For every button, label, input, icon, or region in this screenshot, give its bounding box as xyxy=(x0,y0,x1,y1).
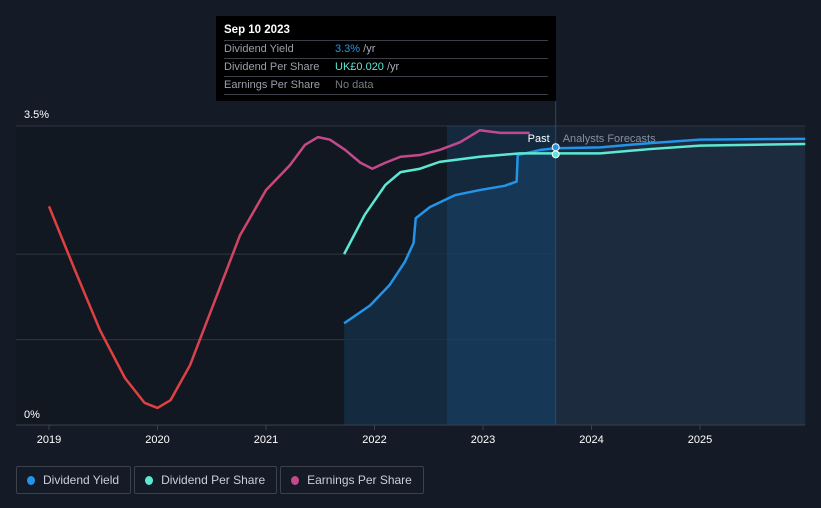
dot-icon xyxy=(291,475,300,485)
x-tick-label: 2021 xyxy=(254,434,278,446)
y-tick-label: 0% xyxy=(24,409,40,421)
dividend-yield-area-past xyxy=(344,148,556,425)
legend: Dividend Yield Dividend Per Share Earnin… xyxy=(16,466,424,494)
past-label: Past xyxy=(528,133,550,145)
x-tick-label: 2019 xyxy=(37,434,61,446)
x-tick-label: 2025 xyxy=(688,434,712,446)
series-line-earnings-per-share xyxy=(47,129,530,410)
series-line-dividend-per-share xyxy=(343,142,806,255)
tooltip-date: Sep 10 2023 xyxy=(224,24,290,36)
dot-icon xyxy=(27,475,35,485)
x-tick-label: 2023 xyxy=(471,434,495,446)
y-tick-label: 3.5% xyxy=(24,109,49,121)
tooltip-row-dps: Dividend Per Share UK£0.020 /yr xyxy=(224,58,548,76)
dot-icon xyxy=(145,475,154,485)
legend-dividend-yield[interactable]: Dividend Yield xyxy=(16,466,132,494)
legend-dividend-per-share[interactable]: Dividend Per Share xyxy=(134,466,278,494)
series-line-dividend-yield xyxy=(343,137,806,325)
dividend-yield-area-forecast xyxy=(555,138,806,426)
highlight-band xyxy=(447,126,556,425)
dps-marker xyxy=(551,150,560,159)
x-tick-label: 2022 xyxy=(362,434,386,446)
tooltip: Sep 10 2023 Dividend Yield 3.3% /yr Divid… xyxy=(216,16,556,101)
legend-earnings-per-share[interactable]: Earnings Per Share xyxy=(280,466,424,494)
tooltip-row-dividend-yield: Dividend Yield 3.3% /yr xyxy=(224,40,548,58)
dividend-yield-marker xyxy=(551,143,560,152)
forecast-label: Analysts Forecasts xyxy=(563,133,656,145)
x-tick-label: 2024 xyxy=(579,434,603,446)
x-tick-label: 2020 xyxy=(145,434,169,446)
tooltip-row-eps: Earnings Per Share No data xyxy=(224,76,548,95)
